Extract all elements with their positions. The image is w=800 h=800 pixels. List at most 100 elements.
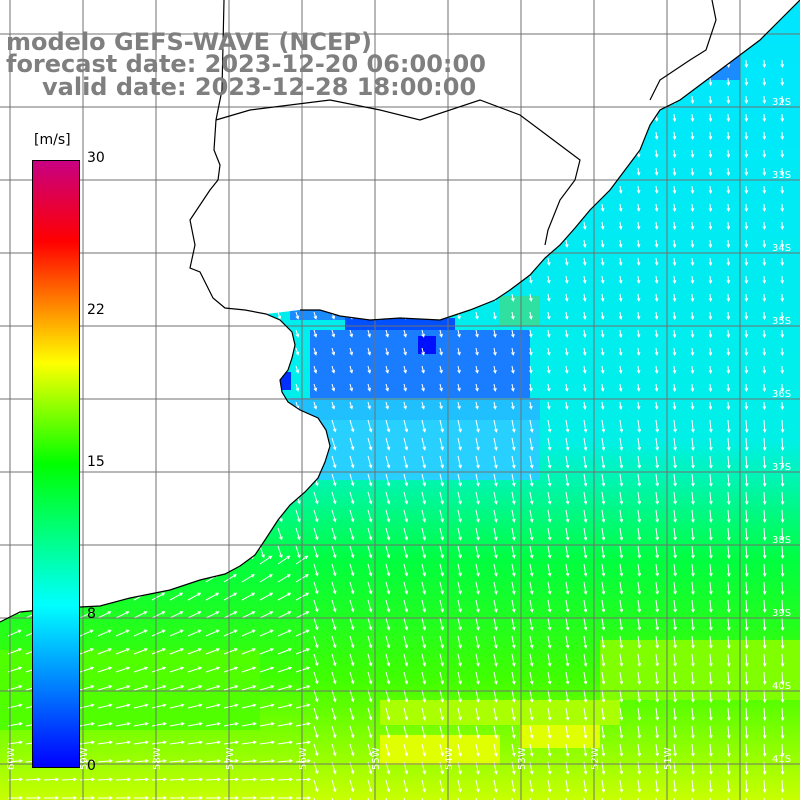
wind-arrow bbox=[403, 617, 409, 631]
wind-arrow bbox=[601, 455, 606, 469]
wind-arrow bbox=[708, 149, 713, 159]
wind-arrow bbox=[439, 545, 444, 559]
wind-arrow bbox=[564, 257, 569, 266]
forecast-date: forecast date: 2023-12-20 06:00:00 bbox=[6, 50, 486, 78]
wind-arrow bbox=[654, 167, 659, 176]
wind-arrow bbox=[511, 653, 516, 667]
wind-arrow bbox=[349, 689, 355, 703]
wind-arrow bbox=[475, 743, 480, 757]
wind-arrow bbox=[367, 563, 373, 577]
wind-arrow bbox=[313, 635, 319, 649]
wind-arrow bbox=[672, 131, 677, 141]
wind-arrow bbox=[547, 743, 552, 757]
wind-arrow bbox=[403, 383, 407, 392]
wind-arrow bbox=[619, 671, 624, 685]
wind-arrow bbox=[385, 545, 391, 559]
wind-arrow bbox=[439, 599, 444, 613]
wind-arrow bbox=[744, 419, 749, 434]
wind-arrow bbox=[726, 275, 731, 285]
wind-arrow bbox=[726, 257, 731, 267]
wind-arrow bbox=[349, 527, 355, 541]
wind-arrow bbox=[762, 293, 767, 303]
wind-arrow bbox=[403, 437, 409, 451]
wind-arrow bbox=[780, 455, 785, 470]
wind-arrow bbox=[708, 239, 713, 249]
wind-arrow bbox=[529, 707, 534, 721]
wind-arrow bbox=[529, 563, 534, 577]
wind-arrow bbox=[277, 740, 293, 745]
wind-arrow bbox=[169, 611, 184, 619]
wind-arrow bbox=[708, 203, 713, 213]
wind-arrow bbox=[654, 257, 659, 266]
wind-arrow bbox=[475, 725, 480, 739]
wind-arrow bbox=[762, 59, 767, 69]
wind-arrow bbox=[439, 473, 444, 487]
wind-arrow bbox=[475, 779, 480, 793]
wind-arrow bbox=[529, 275, 533, 284]
wind-arrow bbox=[511, 347, 515, 356]
wind-arrow bbox=[655, 689, 660, 703]
wind-arrow bbox=[618, 347, 623, 356]
wind-arrow bbox=[744, 329, 749, 339]
wind-arrow bbox=[780, 581, 785, 596]
wind-arrow bbox=[385, 347, 389, 356]
wind-arrow bbox=[619, 599, 624, 613]
wind-arrow bbox=[421, 617, 427, 631]
wind-arrow bbox=[744, 239, 749, 249]
wind-arrow bbox=[259, 740, 275, 745]
wind-arrow bbox=[529, 383, 533, 392]
wind-arrow bbox=[726, 509, 731, 524]
wind-arrow bbox=[780, 239, 785, 249]
wind-arrow bbox=[349, 779, 355, 793]
wind-arrow bbox=[403, 473, 409, 487]
wind-arrow bbox=[583, 725, 588, 739]
wind-arrow bbox=[367, 779, 373, 793]
wind-arrow bbox=[367, 581, 373, 595]
wind-arrow bbox=[709, 491, 713, 505]
wind-arrow bbox=[277, 796, 294, 800]
wind-arrow bbox=[636, 365, 641, 374]
wind-arrow bbox=[582, 257, 587, 266]
wind-arrow bbox=[762, 437, 767, 452]
wind-arrow bbox=[780, 59, 785, 69]
wind-arrow bbox=[582, 329, 587, 338]
wind-arrow bbox=[726, 329, 731, 339]
wind-arrow bbox=[601, 689, 606, 703]
wind-arrow bbox=[169, 777, 186, 782]
wind-arrow bbox=[673, 473, 677, 487]
wind-arrow bbox=[421, 437, 427, 451]
wind-arrow bbox=[564, 275, 569, 284]
wind-arrow bbox=[726, 707, 731, 722]
wind-arrow bbox=[565, 509, 570, 523]
wind-arrow bbox=[564, 401, 569, 410]
wind-arrow bbox=[313, 509, 319, 523]
wind-arrow bbox=[601, 617, 606, 631]
wind-arrow bbox=[223, 703, 239, 709]
wind-arrow bbox=[511, 473, 516, 487]
wind-arrow bbox=[744, 473, 749, 488]
wind-arrow bbox=[600, 329, 605, 338]
wind-arrow bbox=[709, 653, 713, 667]
wind-arrow bbox=[637, 419, 642, 433]
wind-arrow bbox=[726, 725, 731, 740]
wind-arrow bbox=[709, 671, 713, 685]
wind-arrow bbox=[169, 722, 185, 727]
wind-arrow bbox=[636, 293, 641, 302]
wind-arrow bbox=[726, 743, 731, 758]
wind-arrow bbox=[133, 722, 149, 727]
wind-arrow bbox=[349, 599, 355, 613]
wind-arrow bbox=[690, 167, 695, 177]
wind-arrow bbox=[367, 689, 373, 703]
wind-arrow bbox=[691, 743, 695, 757]
wind-arrow bbox=[708, 383, 713, 393]
wind-arrow bbox=[655, 725, 660, 739]
wind-arrow bbox=[403, 707, 409, 721]
wind-arrow bbox=[295, 777, 312, 782]
wind-arrow bbox=[619, 509, 624, 523]
wind-arrow bbox=[115, 611, 130, 619]
wind-arrow bbox=[726, 113, 731, 123]
wind-arrow bbox=[421, 473, 427, 487]
wind-arrow bbox=[636, 185, 641, 194]
wind-arrow bbox=[511, 707, 516, 721]
wind-arrow bbox=[690, 347, 695, 357]
